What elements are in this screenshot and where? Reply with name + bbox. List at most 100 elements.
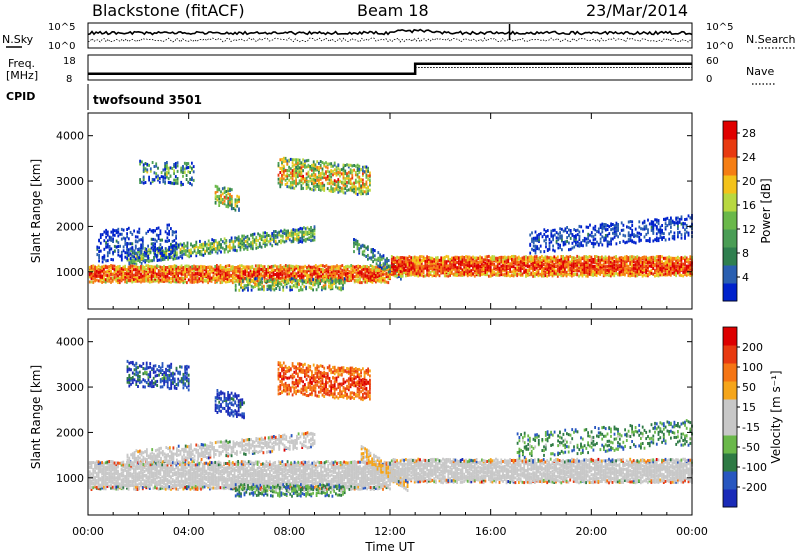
echo-cell [318,264,321,268]
echo-cell [565,270,568,274]
echo-cell [149,181,152,185]
echo-cell [330,178,333,182]
echo-cell [112,239,114,243]
echo-cell [370,248,373,252]
echo-cell [406,268,409,272]
echo-cell [113,249,116,253]
echo-cell [671,256,674,260]
noise-sky-trace [87,28,693,36]
echo-cell [166,163,168,167]
echo-cell [477,260,480,264]
echo-cell [678,262,681,266]
echo-cell [624,260,626,264]
cpid-value: twofsound 3501 [93,93,202,107]
echo-cell [543,239,546,243]
echo-cell [564,240,567,244]
echo-cell [624,264,626,268]
echo-cell [677,258,679,262]
echo-cell [140,255,143,259]
echo-cell [412,270,414,274]
echo-cell [601,235,604,239]
echo-cell [390,261,393,265]
echo-cell [498,269,501,273]
echo-cell [138,247,141,251]
echo-cell [149,259,152,263]
echo-cell [589,223,591,227]
echo-cell [523,269,526,273]
echo-cell [189,275,192,279]
echo-cell [173,182,175,186]
echo-cell [233,273,236,277]
echo-cell [550,229,553,233]
echo-cell [190,251,192,255]
echo-cell [133,264,135,268]
echo-cell [555,239,558,243]
echo-cell [353,275,356,279]
echo-cell [597,268,600,272]
echo-cell [307,185,310,189]
echo-cell [161,254,163,257]
echo-cell [133,252,136,256]
echo-cell [328,174,331,177]
echo-cell [615,271,617,275]
echo-cell [159,229,162,233]
echo-cell [175,241,177,245]
echo-cell [332,275,335,279]
echo-cell [529,242,532,246]
echo-cell [292,274,294,277]
echo-cell [240,268,243,271]
echo-cell [110,273,112,276]
echo-cell [657,222,660,226]
echo-cell [177,268,179,272]
echo-cell [687,271,690,274]
echo-cell [606,264,609,268]
echo-cell [558,261,561,265]
echo-cell [452,272,455,276]
echo-cell [609,267,612,271]
echo-cell [234,236,236,240]
echo-cell [311,231,314,234]
echo-cell [412,264,414,268]
echo-cell [581,262,584,266]
echo-cell [184,267,187,271]
echo-cell [689,265,692,269]
echo-cell [328,162,331,166]
echo-cell [364,267,367,270]
echo-cell [172,253,175,257]
echo-cell [115,231,118,235]
echo-cell [555,231,558,235]
echo-cell [238,199,240,203]
noise-right-label: N.Search [746,33,796,46]
echo-cell [376,273,379,277]
echo-cell [330,189,333,193]
echo-cell [647,239,649,243]
echo-cell [475,258,478,262]
echo-cell [634,266,637,270]
echo-cell [449,258,451,261]
echo-cell [450,264,453,267]
echo-cell [300,178,303,182]
echo-cell [145,277,148,281]
echo-cell [282,169,285,173]
echo-cell [223,275,225,279]
echo-cell [164,239,167,243]
echo-cell [585,241,588,245]
echo-cell [167,181,170,184]
echo-cell [170,267,172,271]
echo-cell [566,226,568,229]
echo-cell [495,272,497,276]
echo-cell [523,261,526,265]
echo-cell [482,263,485,267]
echo-cell [458,266,460,269]
echo-cell [594,224,597,228]
echo-cell [539,232,542,236]
echo-cell [193,266,195,270]
echo-cell [351,176,354,180]
echo-cell [236,194,239,198]
echo-cell [599,258,602,262]
echo-cell [340,278,343,282]
echo-cell [261,287,263,291]
echo-cell [209,272,211,276]
echo-cell [390,271,393,275]
echo-cell [335,184,338,188]
